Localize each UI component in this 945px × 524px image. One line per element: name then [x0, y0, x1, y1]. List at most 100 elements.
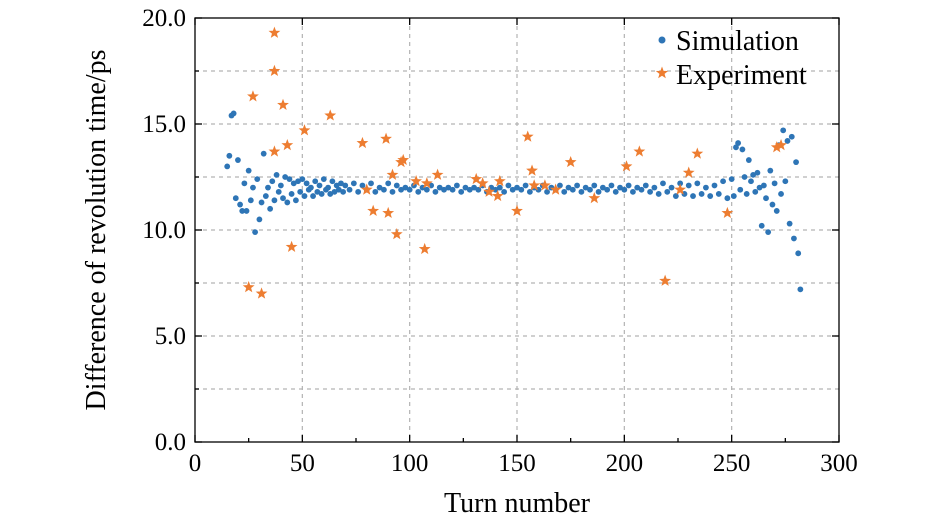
- simulation-point: [453, 182, 460, 189]
- simulation-point: [569, 186, 576, 193]
- simulation-point: [786, 220, 793, 227]
- simulation-point: [262, 193, 269, 199]
- simulation-point: [793, 159, 799, 166]
- simulation-point: [243, 208, 250, 214]
- experiment-point: [277, 98, 289, 110]
- simulation-point: [273, 171, 280, 178]
- legend: Simulation Experiment: [655, 26, 807, 91]
- simulation-point: [574, 182, 581, 189]
- simulation-point: [795, 250, 802, 257]
- experiment-point: [633, 145, 646, 157]
- experiment-point: [380, 132, 392, 144]
- experiment-point: [521, 130, 534, 142]
- experiment-point: [255, 287, 268, 299]
- simulation-point: [415, 188, 422, 195]
- simulation-point: [617, 184, 623, 191]
- simulation-point: [250, 184, 256, 191]
- simulation-point: [557, 182, 563, 189]
- simulation-point: [582, 184, 589, 191]
- simulation-point: [432, 188, 439, 195]
- simulation-point: [739, 146, 746, 153]
- experiment-point: [431, 168, 444, 180]
- simulation-point: [241, 180, 248, 187]
- simulation-point: [393, 182, 400, 189]
- simulation-point: [788, 133, 795, 140]
- simulation-point: [685, 182, 692, 189]
- simulation-point: [604, 186, 611, 193]
- x-tick-label: 50: [290, 450, 315, 477]
- experiment-point: [564, 155, 577, 168]
- simulation-point: [724, 195, 731, 202]
- experiment-point: [549, 183, 562, 195]
- simulation-point: [232, 195, 239, 202]
- legend-simulation-label: Simulation: [676, 26, 799, 57]
- simulation-point: [765, 229, 772, 236]
- simulation-point: [267, 205, 274, 212]
- simulation-point: [514, 184, 520, 191]
- simulation-point: [784, 138, 791, 144]
- simulation-point: [292, 197, 299, 204]
- simulation-point: [642, 182, 649, 189]
- y-axis-title: Difference of revolution time/ps: [81, 49, 112, 410]
- experiment-point: [367, 204, 380, 216]
- simulation-point: [782, 178, 789, 185]
- simulation-point: [327, 191, 334, 197]
- simulation-point: [458, 188, 465, 195]
- simulation-point: [295, 178, 301, 185]
- y-tick-label: 5.0: [155, 323, 186, 350]
- simulation-point: [280, 195, 286, 202]
- axis-ticks: 0 50 100 150 200 250 300 0.0 5.0 10.0 15.0 20.0: [142, 5, 858, 477]
- experiment-point: [588, 192, 601, 204]
- simulation-point: [578, 188, 585, 195]
- simulation-point: [314, 188, 321, 195]
- simulation-point: [286, 176, 293, 183]
- simulation-point: [355, 188, 362, 195]
- x-tick-label: 0: [189, 450, 202, 477]
- experiment-point: [382, 206, 395, 219]
- experiment-point: [721, 206, 734, 219]
- simulation-point: [797, 286, 804, 293]
- simulation-point: [230, 110, 237, 117]
- simulation-point: [750, 171, 757, 178]
- simulation-point: [754, 169, 761, 176]
- experiment-point: [356, 136, 369, 149]
- x-tick-label: 250: [713, 450, 751, 477]
- simulation-point: [269, 178, 276, 185]
- simulation-point: [466, 186, 473, 193]
- experiment-point: [491, 189, 504, 202]
- x-tick-label: 150: [498, 450, 536, 477]
- experiment-point: [511, 204, 523, 216]
- simulation-point: [299, 176, 306, 183]
- simulation-point: [325, 184, 331, 191]
- simulation-point: [245, 167, 252, 174]
- simulation-point: [664, 188, 671, 195]
- experiment-point: [281, 139, 294, 151]
- simulation-point: [741, 174, 748, 180]
- simulation-point: [778, 191, 784, 197]
- simulation-point: [312, 178, 319, 185]
- experiment-point: [285, 240, 298, 252]
- simulation-point: [260, 150, 267, 157]
- experiment-point: [682, 166, 695, 178]
- simulation-point: [445, 184, 452, 191]
- simulation-point: [441, 186, 447, 193]
- experiment-point: [775, 139, 787, 151]
- simulation-point: [235, 157, 241, 163]
- simulation-point: [282, 174, 289, 180]
- experiment-point: [360, 183, 373, 195]
- simulation-point: [694, 180, 701, 187]
- experiment-point: [493, 175, 506, 187]
- simulation-point: [748, 178, 754, 185]
- simulation-point: [660, 180, 666, 187]
- simulation-point: [239, 208, 246, 214]
- simulation-point: [492, 186, 499, 193]
- simulation-point: [271, 197, 278, 204]
- simulation-point: [376, 184, 383, 191]
- x-tick-label: 100: [391, 450, 429, 477]
- experiment-point: [476, 177, 489, 189]
- simulation-point: [767, 167, 774, 174]
- simulation-point: [522, 182, 529, 189]
- experiment-point: [620, 160, 633, 172]
- simulation-point: [254, 176, 261, 183]
- simulation-point: [359, 182, 366, 189]
